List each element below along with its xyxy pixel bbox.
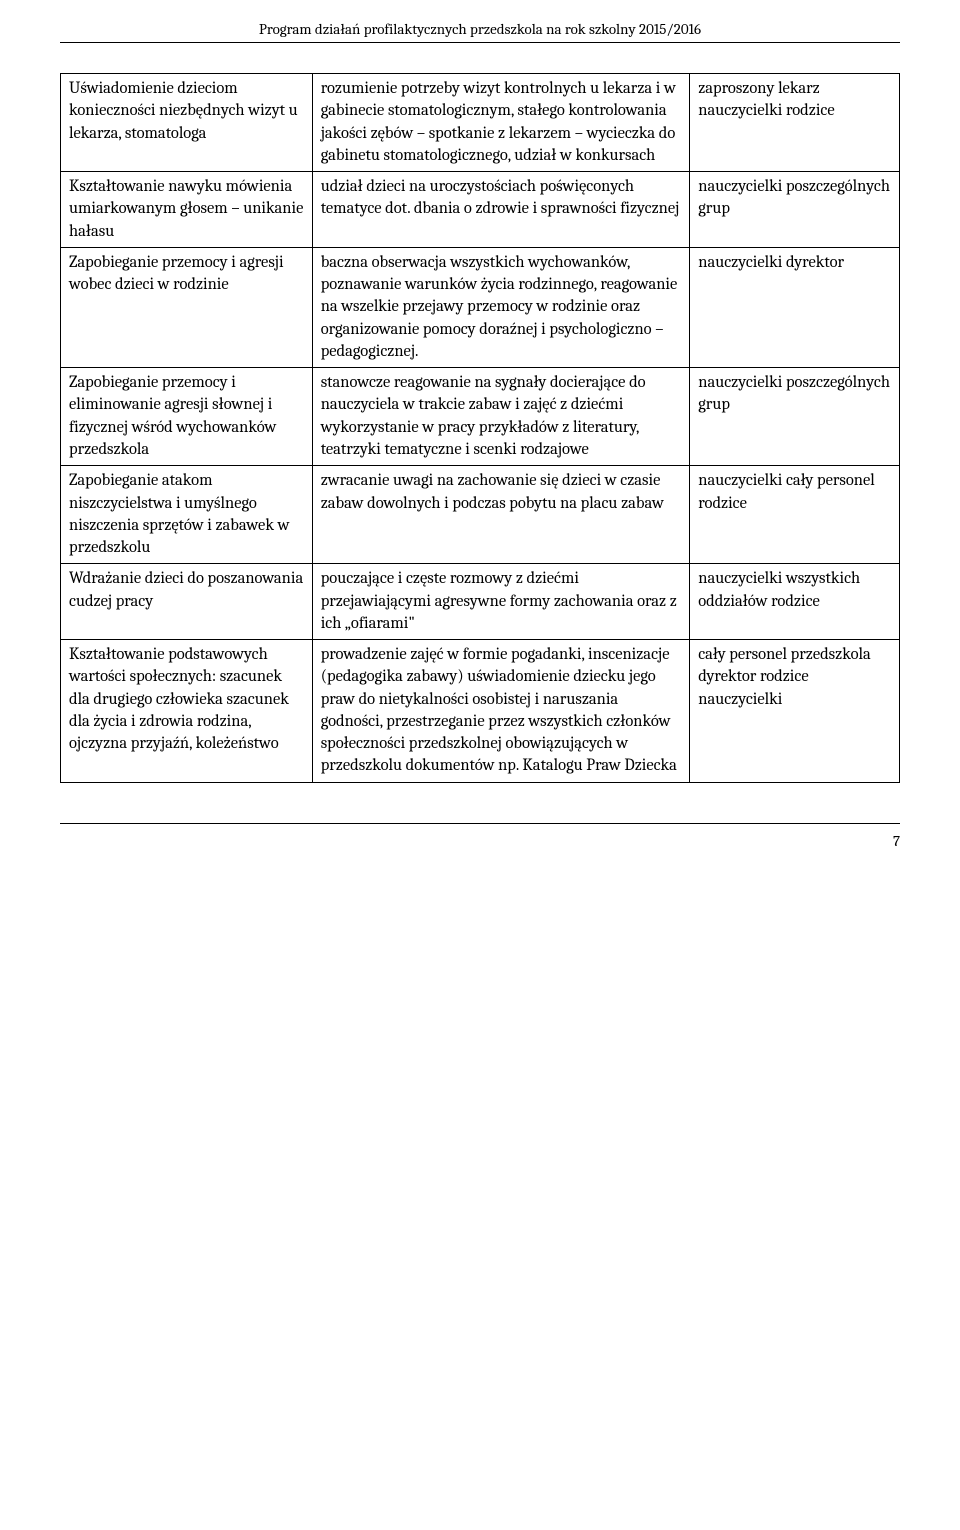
cell-col3: nauczycielki poszczególnych grup (690, 368, 900, 466)
cell-col3: zaproszony lekarz nauczycielki rodzice (690, 74, 900, 172)
table-row: Zapobieganie przemocy i agresji wobec dz… (61, 247, 900, 367)
cell-col1: Wdrażanie dzieci do poszanowania cudzej … (61, 564, 313, 640)
document-page: Program działań profilaktycznych przedsz… (0, 0, 960, 890)
cell-col1: Zapobieganie przemocy i eliminowanie agr… (61, 368, 313, 466)
table-row: Uświadomienie dzieciom konieczności niez… (61, 74, 900, 172)
page-number: 7 (60, 823, 900, 850)
cell-col1: Zapobieganie atakom niszczycielstwa i um… (61, 466, 313, 564)
cell-col1: Kształtowanie podstawowych wartości społ… (61, 640, 313, 783)
table-row: Kształtowanie podstawowych wartości społ… (61, 640, 900, 783)
table-row: Zapobieganie atakom niszczycielstwa i um… (61, 466, 900, 564)
table-row: Zapobieganie przemocy i eliminowanie agr… (61, 368, 900, 466)
cell-col1: Uświadomienie dzieciom konieczności niez… (61, 74, 313, 172)
cell-col2: udział dzieci na uroczystościach poświęc… (312, 172, 690, 248)
cell-col3: nauczycielki dyrektor (690, 247, 900, 367)
table-row: Kształtowanie nawyku mówienia umiarkowan… (61, 172, 900, 248)
cell-col1: Kształtowanie nawyku mówienia umiarkowan… (61, 172, 313, 248)
page-header: Program działań profilaktycznych przedsz… (60, 20, 900, 43)
cell-col3: nauczycielki poszczególnych grup (690, 172, 900, 248)
cell-col2: rozumienie potrzeby wizyt kontrolnych u … (312, 74, 690, 172)
table-row: Wdrażanie dzieci do poszanowania cudzej … (61, 564, 900, 640)
cell-col2: prowadzenie zajęć w formie pogadanki, in… (312, 640, 690, 783)
cell-col2: pouczające i częste rozmowy z dziećmi pr… (312, 564, 690, 640)
cell-col3: cały personel przedszkola dyrektor rodzi… (690, 640, 900, 783)
cell-col2: stanowcze reagowanie na sygnały docieraj… (312, 368, 690, 466)
content-table: Uświadomienie dzieciom konieczności niez… (60, 73, 900, 783)
cell-col3: nauczycielki cały personel rodzice (690, 466, 900, 564)
cell-col1: Zapobieganie przemocy i agresji wobec dz… (61, 247, 313, 367)
cell-col3: nauczycielki wszystkich oddziałów rodzic… (690, 564, 900, 640)
cell-col2: zwracanie uwagi na zachowanie się dzieci… (312, 466, 690, 564)
cell-col2: baczna obserwacja wszystkich wychowanków… (312, 247, 690, 367)
